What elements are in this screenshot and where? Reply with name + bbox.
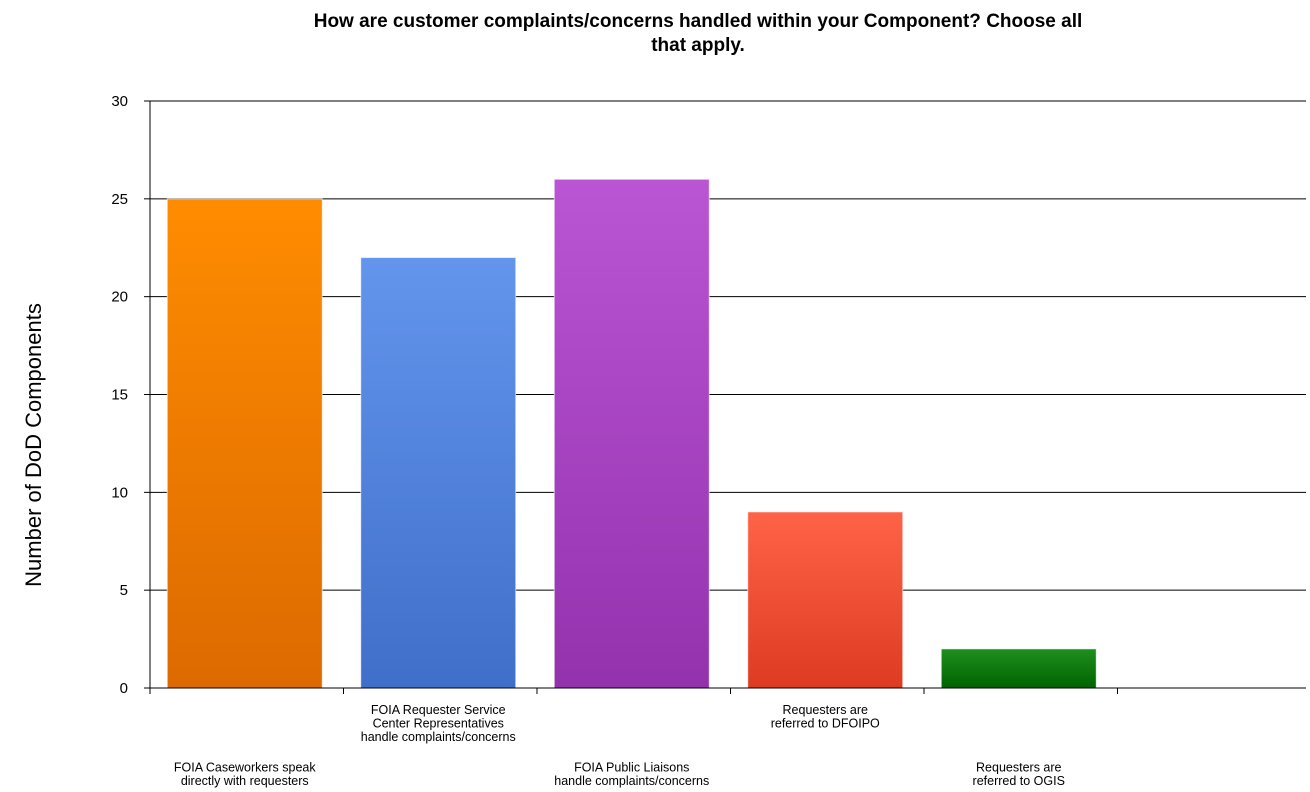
y-tick-label: 5 — [120, 582, 128, 599]
x-tick-label: FOIA Public Liaisons handle complaints/co… — [554, 761, 709, 789]
x-tick-label-line: FOIA Public Liaisons — [574, 761, 689, 775]
chart-title-line-2: that apply. — [651, 35, 745, 56]
x-tick-label-line: directly with requesters — [181, 774, 309, 788]
bar — [747, 511, 904, 689]
y-tick-label: 0 — [120, 680, 128, 697]
x-tick-label: FOIA Requester Service Center Representat… — [361, 703, 516, 744]
x-tick-label: Requesters are referred to OGIS — [973, 761, 1065, 789]
x-tick-label-line: referred to DFOIPO — [771, 717, 880, 731]
bars — [166, 178, 1097, 689]
x-tick-label: Requesters are referred to DFOIPO — [771, 703, 880, 731]
bar — [553, 178, 710, 689]
y-ticks: 0 5 10 15 20 25 30 — [111, 93, 150, 697]
y-tick-label: 30 — [111, 93, 128, 110]
x-tick-label-line: FOIA Requester Service — [371, 703, 506, 717]
x-tick-label-line: Center Representatives — [373, 717, 504, 731]
x-tick-label: FOIA Caseworkers speak directly with requ… — [174, 761, 316, 789]
y-tick-label: 10 — [111, 484, 128, 501]
y-tick-label: 25 — [111, 191, 128, 208]
x-tick-label-line: handle complaints/concerns — [361, 730, 516, 744]
gridlines — [150, 100, 1306, 591]
bar — [166, 198, 323, 689]
x-category-labels: FOIA Caseworkers speak directly with requ… — [174, 703, 1065, 788]
x-tick-label-line: Requesters are — [976, 761, 1062, 775]
x-tick-label-line: FOIA Caseworkers speak — [174, 761, 316, 775]
axes — [144, 101, 1306, 694]
x-tick-label-line: referred to OGIS — [973, 774, 1065, 788]
x-tick-label-line: handle complaints/concerns — [554, 774, 709, 788]
chart-title-line-1: How are customer complaints/concerns han… — [313, 11, 1083, 32]
bar — [940, 648, 1097, 689]
y-tick-label: 15 — [111, 387, 128, 404]
y-tick-label: 20 — [111, 289, 128, 306]
chart-title: How are customer complaints/concerns han… — [0, 10, 1310, 58]
x-tick-label-line: Requesters are — [783, 703, 869, 717]
bar — [360, 257, 517, 689]
